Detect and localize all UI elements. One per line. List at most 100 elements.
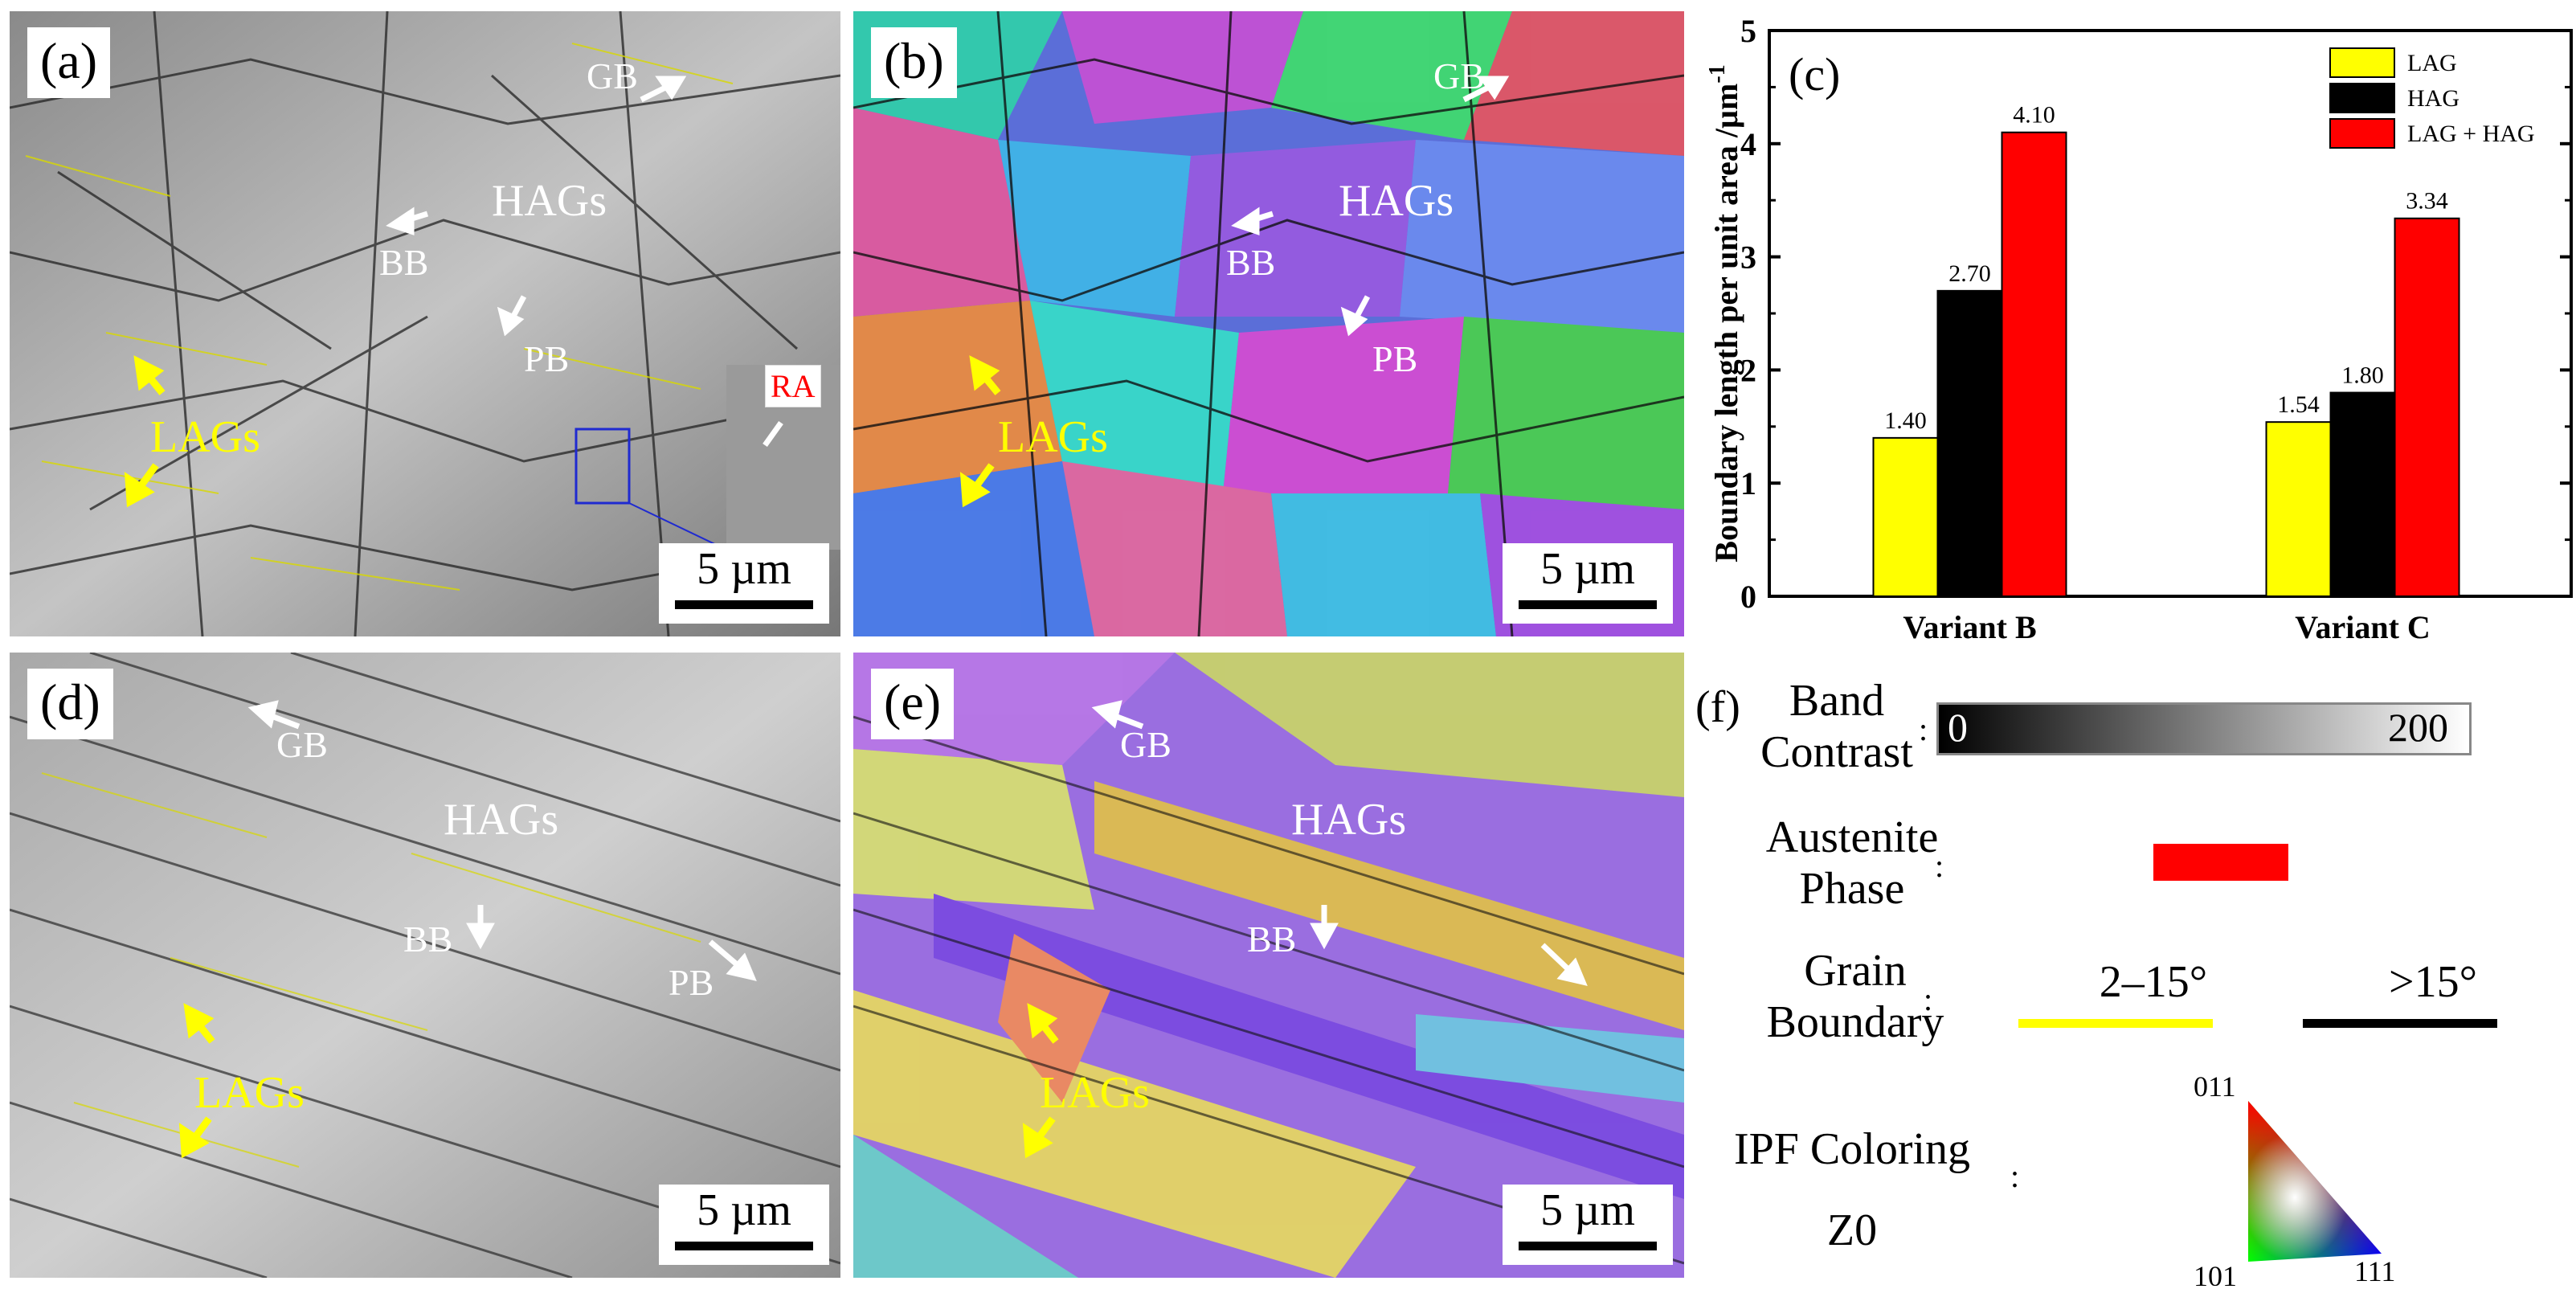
colon-separator: : [1935,848,1944,884]
annotation-bb: BB [379,242,429,283]
panel-a-label: (a) [27,27,111,98]
y-tick-label: 2 [1740,352,1756,388]
scale-bar-label: 5 µm [697,1185,791,1235]
panel-b-micrograph: (b) GB HAGs BB PB LAGs 5 µm [853,11,1684,636]
scale-bar-line [1519,600,1657,609]
grain-boundary-label: Grain Boundary [1763,945,1948,1049]
panel-a-arrows [124,76,783,508]
annotation-hags: HAGs [1291,795,1407,845]
annotation-hags: HAGs [444,795,559,845]
panel-a-image [10,11,840,636]
bar-value-label: 1.40 [1884,407,1927,434]
scale-bar-line [675,1242,813,1250]
panel-f-label: (f) [1695,682,1740,732]
panel-b-arrows [959,76,1510,508]
scale-bar-b: 5 µm [1503,543,1673,624]
panel-d-arrows [178,700,757,1159]
panel-d-label: (d) [27,669,113,739]
scale-bar-e: 5 µm [1503,1185,1673,1265]
panel-b-image [853,11,1684,636]
legend-label: LAG [2407,50,2457,76]
bar-value-label: 1.80 [2341,362,2384,389]
panel-d-micrograph: (d) GB HAGs BB PB LAGs 5 µm [10,653,840,1278]
panel-c-label: (c) [1789,48,1840,100]
austenite-color-swatch [2153,844,2288,881]
colon-separator: : [1924,981,1933,1017]
colon-separator: : [1919,711,1928,747]
scale-bar-a: 5 µm [659,543,829,624]
bar-lag-hag [2001,131,2067,598]
scale-bar-label: 5 µm [1540,544,1635,594]
bar-chart-c: 0 1 2 3 4 5 Boundary length per unit area /µm-… [1705,13,2573,645]
annotation-hags: HAGs [492,176,607,226]
band-contrast-line2: Contrast [1760,727,1913,778]
bar-value-label: 3.34 [2406,188,2448,215]
y-tick-label: 4 [1740,126,1756,162]
panel-e-arrows [1022,700,1588,1159]
bar-lag-hag [2394,217,2460,597]
boundary-high-label: >15° [2389,957,2477,1007]
annotation-lags: LAGs [998,412,1108,462]
bar-hag [1936,289,2003,597]
austenite-line1: Austenite [1765,812,1939,862]
band-contrast-max: 200 [2388,705,2448,750]
annotation-pb: PB [1372,338,1418,379]
panel-a-micrograph: (a) GB HAGs BB PB LAGs RA 5 µm [10,11,840,636]
austenite-line2: Phase [1799,864,1905,915]
boundary-low-line [2018,1019,2213,1028]
legend-swatch [2329,118,2395,149]
bar-value-label: 4.10 [2013,102,2055,129]
annotation-gb: GB [1120,724,1171,765]
boundary-low-label: 2–15° [2099,957,2208,1007]
annotation-ra: RA [765,365,821,407]
ipf-coloring-label: IPF Coloring Z0 [1719,1109,1985,1271]
grain-boundary-line2: Boundary [1766,997,1944,1048]
band-contrast-line1: Band [1789,676,1885,726]
legend-panel-f: (f) Band Contrast : 0 200 Austenite Phas… [1695,659,2576,1289]
legend-label: HAG [2407,85,2459,112]
y-axis-label: Boundary length per unit area /µm-1 [1705,64,1744,562]
annotation-gb: GB [276,724,328,765]
scale-bar-line [675,600,813,609]
panel-b-label: (b) [871,27,957,98]
scale-bar-d: 5 µm [659,1185,829,1265]
bar-value-label: 1.54 [2277,391,2320,418]
ipf-label-101: 101 [2194,1260,2237,1286]
x-tick-label: Variant C [2295,609,2431,645]
legend-swatch [2329,83,2395,113]
legend-label: LAG + HAG [2407,121,2535,147]
annotation-gb: GB [1433,55,1485,96]
ipf-label-011: 011 [2194,1070,2236,1103]
y-tick-label: 5 [1740,13,1756,49]
x-tick-label: Variant B [1903,609,2036,645]
ipf-line1: IPF Coloring [1733,1124,1971,1174]
panel-e-micrograph: (e) GB HAGs BB LAGs 5 µm [853,653,1684,1278]
colon-separator: : [2010,1158,2020,1194]
annotation-hags: HAGs [1339,176,1454,226]
y-tick-label: 3 [1740,239,1756,276]
band-contrast-min: 0 [1948,705,1968,750]
ipf-line2: Z0 [1826,1205,1878,1255]
annotation-bb: BB [403,919,453,960]
bar-lag [2265,421,2332,598]
scale-bar-line [1519,1242,1657,1250]
band-contrast-label: Band Contrast [1756,675,1917,779]
annotation-pb: PB [524,338,570,379]
boundary-high-line [2303,1019,2497,1028]
annotation-gb: GB [587,55,638,96]
austenite-label: Austenite Phase [1744,812,1961,915]
bar-lag [1872,436,1939,597]
y-tick-label: 1 [1740,465,1756,501]
y-axis-label-superscript: -1 [1705,64,1730,83]
annotation-bb: BB [1226,242,1276,283]
annotation-pb: PB [669,962,714,1003]
y-tick-label: 0 [1740,579,1756,615]
annotation-bb: BB [1247,919,1297,960]
ipf-triangle: 011 101 111 [2194,1070,2395,1286]
scale-bar-label: 5 µm [1540,1185,1635,1235]
band-contrast-colorbar [1936,702,2472,755]
annotation-lags: LAGs [1040,1068,1150,1118]
grain-boundary-line1: Grain [1804,946,1907,996]
annotation-lags: LAGs [150,412,260,462]
legend-swatch [2329,47,2395,78]
